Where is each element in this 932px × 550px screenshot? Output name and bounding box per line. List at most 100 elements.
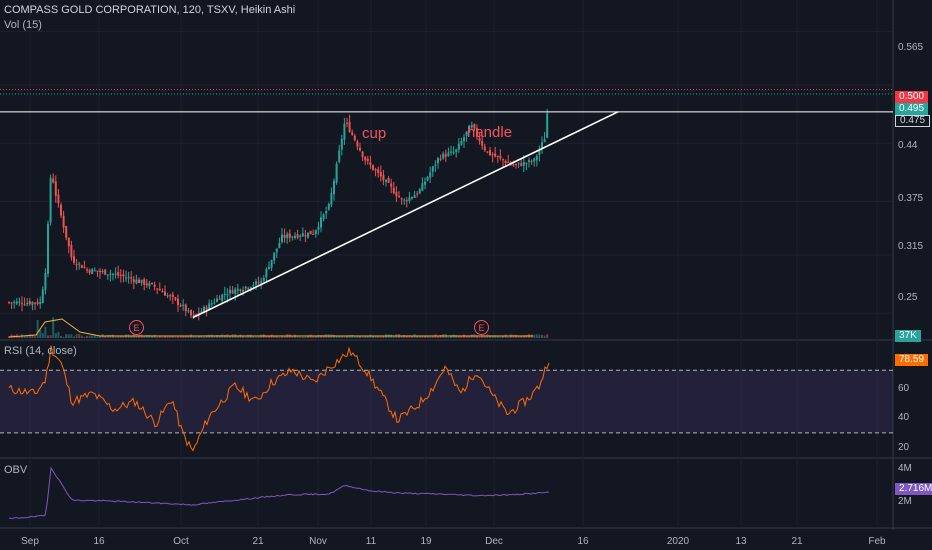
candle-body — [190, 310, 192, 316]
candle-body — [10, 302, 13, 304]
candle-body — [80, 265, 83, 268]
candle-body — [307, 232, 309, 238]
volume-bar — [382, 335, 385, 338]
candle-body — [257, 282, 260, 284]
candle-body — [486, 151, 489, 153]
volume-bar — [73, 336, 75, 338]
volume-bar — [338, 336, 341, 338]
candle-body — [296, 234, 299, 238]
candle-body — [359, 147, 361, 151]
candle-body — [140, 279, 143, 283]
candle-body — [130, 277, 133, 279]
volume-bar — [117, 336, 120, 338]
candle-body — [517, 162, 520, 164]
volume-bar — [372, 335, 374, 338]
x-tick-label: Sep — [21, 536, 39, 547]
volume-bar — [236, 336, 239, 338]
candle-body — [122, 274, 125, 277]
volume-bar — [491, 335, 494, 338]
candle-body — [338, 150, 341, 162]
candle-body — [320, 217, 322, 228]
candle-body — [346, 122, 348, 124]
candle-body — [73, 256, 75, 263]
candle-body — [473, 124, 476, 129]
volume-bar — [377, 336, 380, 338]
x-tick-label: 19 — [420, 536, 432, 547]
volume-bar — [353, 336, 356, 338]
candle-body — [205, 307, 208, 310]
volume-bar — [439, 335, 442, 338]
volume-bar — [296, 336, 299, 338]
candle-body — [538, 149, 541, 155]
volume-bar — [533, 334, 536, 338]
volume-bar — [431, 336, 434, 338]
candle-body — [460, 140, 463, 145]
candle-body — [421, 183, 424, 191]
candle-body — [340, 138, 343, 150]
candle-body — [244, 286, 247, 289]
volume-bar — [538, 334, 541, 338]
x-tick-label: 13 — [735, 536, 747, 547]
candle-body — [291, 236, 294, 238]
volume-bar — [476, 335, 478, 338]
volume-bar — [481, 335, 484, 338]
candle-body — [41, 289, 44, 303]
candle-body — [400, 198, 403, 200]
volume-bar — [278, 336, 281, 338]
candle-body — [192, 314, 195, 316]
candle-body — [450, 151, 452, 153]
earnings-marker-1[interactable]: E — [129, 320, 144, 335]
volume-bar — [54, 333, 57, 338]
volume-bar — [301, 336, 304, 338]
candle-body — [304, 235, 307, 237]
candle-body — [99, 270, 101, 273]
candle-body — [52, 178, 55, 183]
candle-body — [148, 283, 151, 287]
candle-body — [57, 194, 60, 204]
candle-body — [78, 263, 81, 265]
volume-bar — [200, 335, 203, 338]
candle-body — [541, 142, 543, 149]
candle-body — [216, 298, 218, 302]
candle-body — [476, 128, 478, 137]
volume-bar — [41, 332, 44, 338]
volume-bar — [62, 336, 65, 338]
candle-body — [21, 303, 23, 305]
volume-bar — [197, 335, 200, 338]
candle-body — [15, 301, 18, 304]
candle-body — [491, 154, 494, 156]
volume-bar — [265, 335, 268, 338]
volume-bar — [522, 335, 525, 338]
volume-bar — [86, 335, 88, 338]
obv-label: OBV — [4, 464, 28, 476]
volume-bar — [67, 334, 70, 338]
earnings-marker-2[interactable]: E — [474, 320, 489, 335]
volume-bar — [535, 334, 538, 338]
candle-body — [431, 166, 434, 172]
candle-body — [348, 121, 351, 133]
candle-body — [463, 137, 465, 142]
volume-bar — [96, 336, 99, 338]
volume-bar — [340, 335, 343, 338]
candle-body — [377, 169, 380, 173]
candle-body — [252, 285, 255, 287]
volume-bar — [366, 335, 369, 338]
candle-body — [23, 304, 26, 306]
volume-bar — [320, 335, 322, 338]
volume-bar — [49, 335, 52, 338]
candle-body — [522, 161, 525, 166]
candle-body — [164, 291, 166, 296]
x-tick-label: Dec — [485, 536, 503, 547]
handle-annotation: handle — [467, 124, 513, 141]
volume-bar — [187, 335, 190, 338]
candle-body — [333, 180, 335, 195]
volume-bar — [218, 335, 221, 338]
volume-bar — [114, 336, 117, 338]
candle-body — [158, 288, 161, 291]
candle-body — [221, 294, 224, 302]
candle-body — [239, 289, 242, 291]
candle-body — [184, 304, 187, 312]
candle-body — [390, 183, 393, 187]
candle-body — [65, 225, 68, 238]
x-tick-label: 21 — [252, 536, 264, 547]
